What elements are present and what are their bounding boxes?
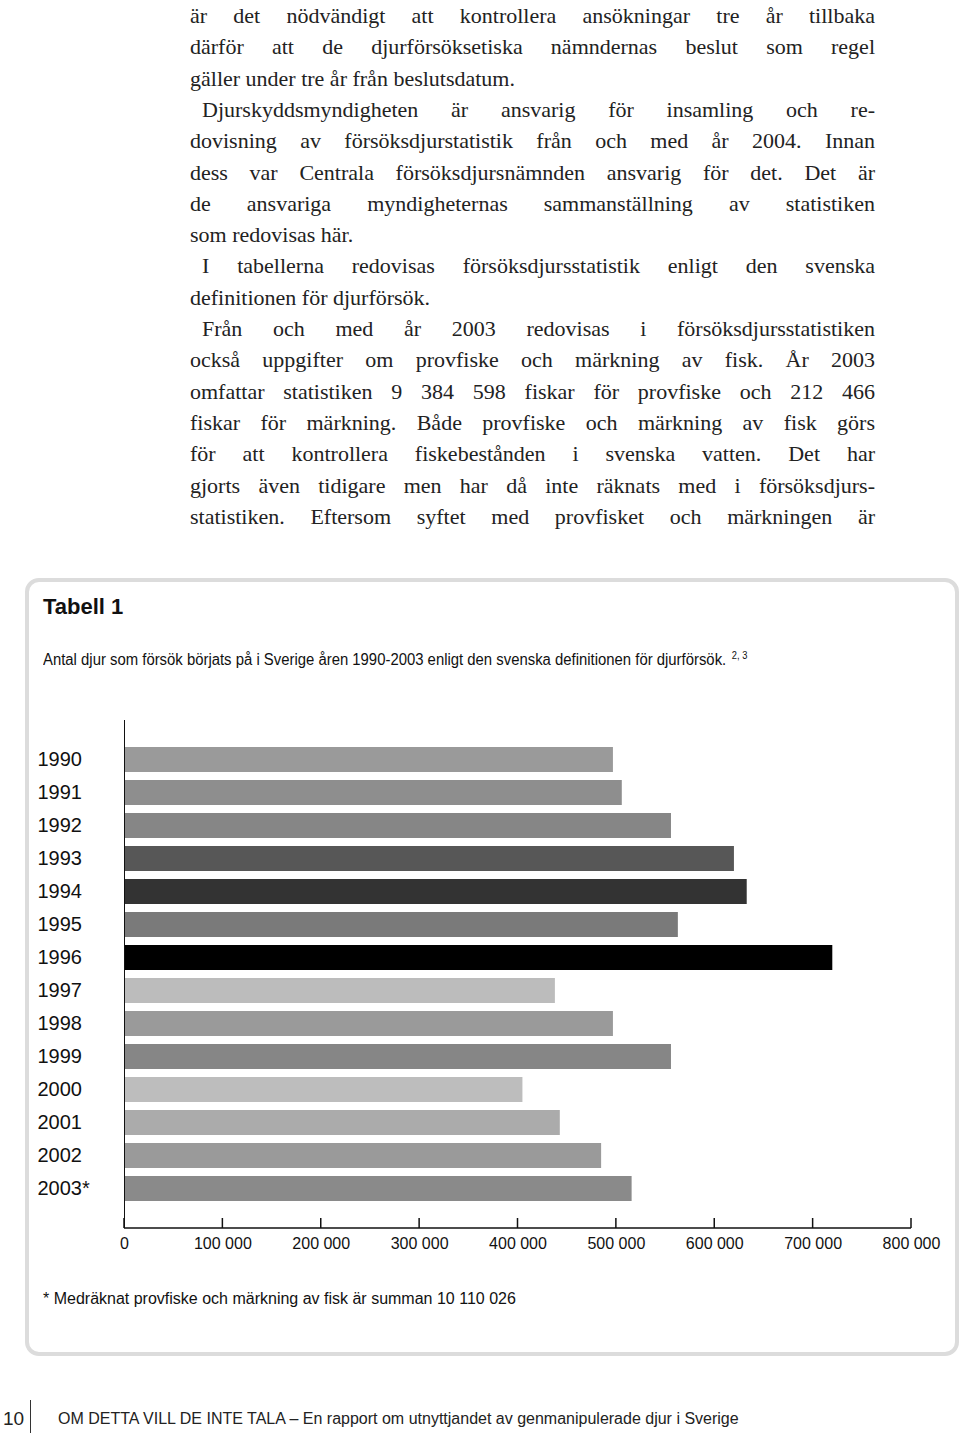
svg-text:200 000: 200 000 [292, 1235, 350, 1252]
svg-text:800 000: 800 000 [883, 1235, 941, 1252]
svg-text:1993: 1993 [38, 847, 83, 869]
html-text:Antal djur som försök börjats: Antal djur som försök börjats på i Sveri… [43, 650, 748, 669]
html-text:10: 10 [3, 1408, 25, 1429]
svg-text:700 000: 700 000 [784, 1235, 842, 1252]
html-text:gjorts även tidigare men har d: gjorts även tidigare men har då inte räk… [190, 472, 875, 498]
html-text:dess var Centrala försöksdjurs: dess var Centrala försöksdjursnämnden an… [190, 159, 875, 185]
html-text:också uppgifter om provfiske o: också uppgifter om provfiske och märknin… [190, 347, 875, 373]
html-text:för att kontrollera fiskebestå: för att kontrollera fiskebestånden i sve… [190, 441, 875, 467]
svg-text:2003*: 2003* [38, 1177, 90, 1199]
html-text:de ansvariga myndigheternas sa: de ansvariga myndigheternas sammanställn… [190, 190, 875, 216]
svg-text:1992: 1992 [38, 814, 83, 836]
svg-text:400 000: 400 000 [489, 1235, 547, 1252]
html-text:gäller under tre år från beslu: gäller under tre år från beslutsdatum. [190, 65, 515, 91]
html-text:är det nödvändigt att kontroll: är det nödvändigt att kontrollera ansökn… [190, 3, 875, 28]
html-text:Från och med år 2003 redovisas: Från och med år 2003 redovisas i försöks… [202, 316, 875, 341]
html-text:därför att de djurförsöksetisk: därför att de djurförsöksetiska nämndern… [190, 34, 875, 60]
html-text:omfattar statistiken 9 384 598: omfattar statistiken 9 384 598 fiskar fö… [190, 378, 875, 404]
html-text:I tabellerna redovisas försöks: I tabellerna redovisas försöksdjursstati… [202, 253, 875, 279]
svg-text:1998: 1998 [38, 1012, 83, 1034]
svg-text:1990: 1990 [38, 748, 83, 770]
svg-text:1991: 1991 [38, 781, 83, 803]
svg-text:1999: 1999 [38, 1045, 83, 1067]
html-text:statistiken. Eftersom syftet m: statistiken. Eftersom syftet med provfis… [190, 503, 875, 529]
html-text:fiskar för märkning. Både prov: fiskar för märkning. Både provfiske och … [190, 409, 875, 435]
svg-text:2001: 2001 [38, 1111, 83, 1133]
svg-text:100 000: 100 000 [194, 1235, 252, 1252]
svg-text:300 000: 300 000 [391, 1235, 449, 1252]
svg-text:500 000: 500 000 [587, 1235, 645, 1252]
svg-text:1996: 1996 [38, 946, 83, 968]
svg-text:1994: 1994 [38, 880, 83, 902]
svg-text:2002: 2002 [38, 1144, 83, 1166]
svg-text:600 000: 600 000 [686, 1235, 744, 1252]
html-text:Tabell 1: Tabell 1 [43, 594, 124, 619]
html-text:definitionen för djurförsök.: definitionen för djurförsök. [190, 284, 431, 310]
svg-text:1995: 1995 [38, 913, 83, 935]
svg-text:1997: 1997 [38, 979, 83, 1001]
html-text:* Medräknat provfiske och märk: * Medräknat provfiske och märkning av fi… [43, 1290, 516, 1307]
html-text:som redovisas här.: som redovisas här. [190, 222, 354, 248]
html-text:OM DETTA VILL DE INTE TALA – E: OM DETTA VILL DE INTE TALA – En rapport … [58, 1410, 739, 1427]
svg-text:2000: 2000 [38, 1078, 83, 1100]
svg-text:0: 0 [120, 1235, 129, 1252]
html-text:Djurskyddsmyndigheten är ansva: Djurskyddsmyndigheten är ansvarig för in… [202, 96, 875, 122]
html-text:dovisning av försöksdjurstatis: dovisning av försöksdjurstatistik från o… [190, 128, 875, 154]
